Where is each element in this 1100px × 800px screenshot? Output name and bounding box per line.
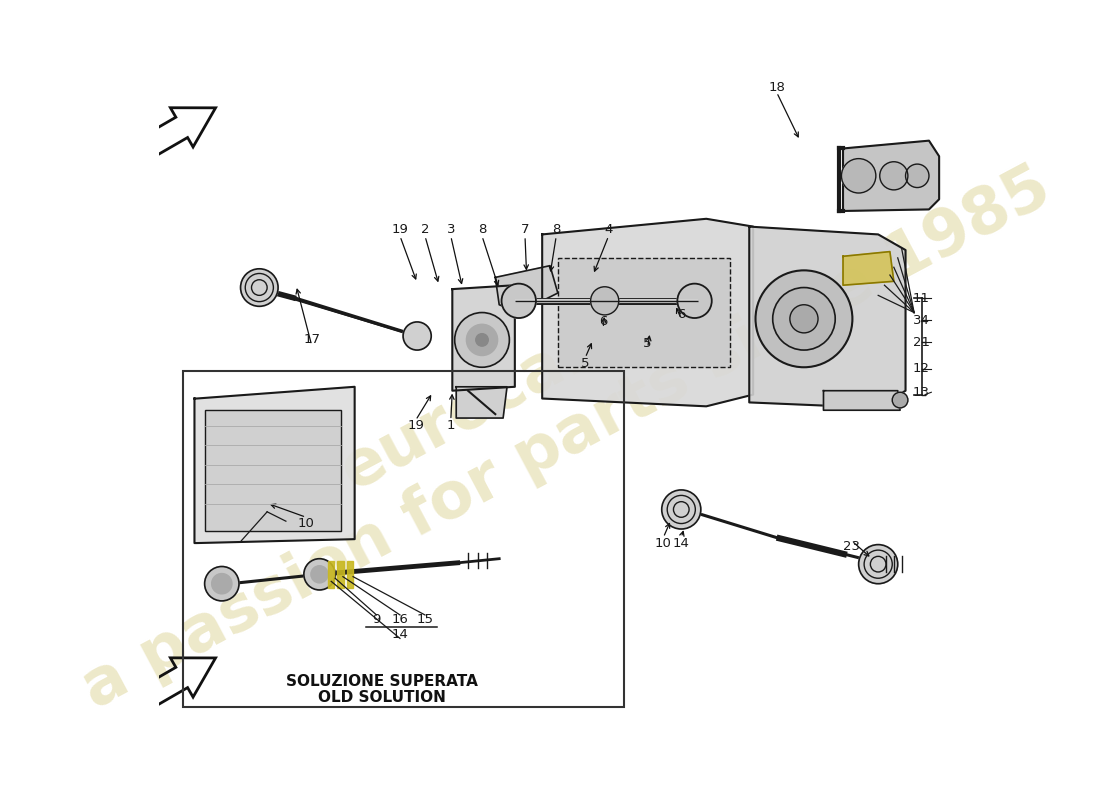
Circle shape <box>842 158 876 193</box>
Text: 14: 14 <box>673 537 690 550</box>
Text: OLD SOLUTION: OLD SOLUTION <box>318 690 446 705</box>
Text: 13: 13 <box>913 386 930 398</box>
Circle shape <box>211 574 232 594</box>
Text: 18: 18 <box>768 81 785 94</box>
Text: 4: 4 <box>604 223 613 236</box>
Circle shape <box>892 392 907 408</box>
Bar <box>205 410 341 531</box>
Bar <box>328 561 334 588</box>
Text: 7: 7 <box>520 223 529 236</box>
Text: 11: 11 <box>913 292 930 305</box>
Text: 10: 10 <box>654 537 672 550</box>
Bar <box>346 561 353 588</box>
Text: 1: 1 <box>447 419 455 432</box>
Text: 19: 19 <box>407 419 424 432</box>
Bar <box>558 258 729 367</box>
Text: 3: 3 <box>447 223 455 236</box>
Text: 15: 15 <box>417 613 433 626</box>
Text: 21: 21 <box>913 336 930 349</box>
Text: 10: 10 <box>298 517 315 530</box>
Circle shape <box>772 287 835 350</box>
Circle shape <box>756 270 852 367</box>
Text: 17: 17 <box>304 334 320 346</box>
Polygon shape <box>542 218 754 406</box>
Polygon shape <box>749 226 905 408</box>
Polygon shape <box>843 252 894 286</box>
Circle shape <box>502 284 536 318</box>
Polygon shape <box>843 141 939 211</box>
Circle shape <box>454 313 509 367</box>
Circle shape <box>905 164 930 187</box>
Circle shape <box>591 286 619 315</box>
Circle shape <box>476 334 488 346</box>
Circle shape <box>304 558 336 590</box>
Circle shape <box>205 566 239 601</box>
Polygon shape <box>824 390 900 410</box>
Text: 23: 23 <box>843 541 860 554</box>
Circle shape <box>790 305 818 333</box>
Polygon shape <box>456 386 507 418</box>
Text: 14: 14 <box>392 628 408 641</box>
Text: 16: 16 <box>392 613 408 626</box>
Text: eurocarbike
a passion for parts since 1985: eurocarbike a passion for parts since 19… <box>39 92 1062 721</box>
Circle shape <box>311 566 328 583</box>
Circle shape <box>880 162 907 190</box>
Polygon shape <box>495 266 558 313</box>
Circle shape <box>466 324 497 355</box>
Text: 5: 5 <box>581 357 590 370</box>
Text: 9: 9 <box>372 613 381 626</box>
Text: 12: 12 <box>913 362 930 375</box>
Text: 8: 8 <box>552 223 560 236</box>
Text: 5: 5 <box>644 338 652 350</box>
Text: SOLUZIONE SUPERATA: SOLUZIONE SUPERATA <box>286 674 477 689</box>
Text: 34: 34 <box>913 314 930 327</box>
Bar <box>183 371 624 707</box>
Text: 19: 19 <box>392 223 408 236</box>
Bar <box>205 410 341 531</box>
Polygon shape <box>452 286 515 390</box>
Bar <box>338 561 343 588</box>
Text: 2: 2 <box>420 223 429 236</box>
Circle shape <box>241 269 278 306</box>
Polygon shape <box>195 386 354 543</box>
Circle shape <box>662 490 701 529</box>
Circle shape <box>678 284 712 318</box>
Text: 8: 8 <box>477 223 486 236</box>
Circle shape <box>859 545 898 584</box>
Bar <box>558 258 729 367</box>
Text: 6: 6 <box>678 308 685 321</box>
Circle shape <box>403 322 431 350</box>
Text: 6: 6 <box>598 315 607 329</box>
